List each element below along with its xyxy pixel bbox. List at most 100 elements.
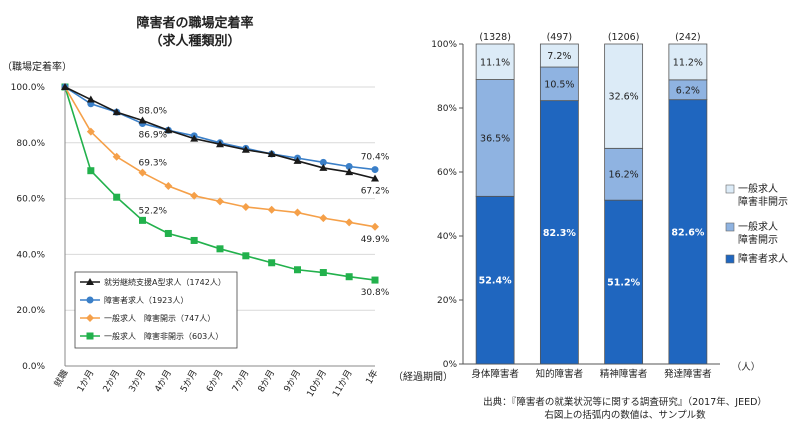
line-chart-y-axis-label: （職場定着率） — [2, 62, 72, 73]
bar-value-label: 52.4% — [479, 276, 512, 287]
data-label: 69.3% — [139, 159, 168, 169]
data-point-diamond — [293, 208, 302, 217]
data-label: 86.9% — [139, 131, 168, 141]
x-tick-label: 4か月 — [153, 368, 174, 394]
x-tick-label: 3か月 — [127, 368, 148, 394]
data-point-square — [86, 332, 94, 340]
y-tick-label: 100% — [431, 40, 457, 50]
y-tick-label: 40% — [437, 232, 457, 242]
legend: 就労継続支援A型求人（1742人） 障害者求人（1923人） 一般求人 障害開示（7… — [74, 271, 238, 349]
y-tick-label: 40.0% — [16, 250, 45, 260]
data-point-square — [216, 245, 224, 253]
data-point-square — [371, 276, 379, 284]
data-point-triangle — [319, 163, 328, 171]
y-tick-label: 0% — [443, 360, 458, 370]
legend-label: 障害非開示 — [738, 195, 788, 208]
y-tick-label: 0.0% — [22, 362, 45, 372]
bar-value-label: 10.5% — [544, 79, 574, 90]
legend-box — [74, 271, 238, 349]
data-point-triangle — [267, 149, 276, 157]
x-tick-label: 11か月 — [331, 368, 355, 399]
x-tick-label: 精神障害者 — [600, 368, 648, 380]
x-tick-label: 7か月 — [230, 368, 251, 394]
y-tick-label: 60% — [437, 168, 457, 178]
data-point-triangle — [164, 126, 173, 134]
data-point-triangle — [293, 156, 302, 164]
x-tick-label: 10か月 — [305, 368, 329, 399]
bar-value-label: 16.2% — [609, 170, 639, 181]
series-group — [61, 83, 379, 284]
legend-label: 障害者求人（1923人） — [104, 295, 188, 305]
data-point-triangle — [138, 116, 147, 124]
data-point-diamond — [345, 218, 354, 227]
bar-value-label: 11.2% — [673, 57, 703, 68]
x-tick-label: 身体障害者 — [471, 368, 519, 380]
data-point-square — [242, 252, 250, 260]
series-group — [61, 83, 379, 182]
x-tick-label: 5か月 — [178, 368, 199, 394]
y-tick-label: 20% — [437, 296, 457, 306]
data-point-triangle — [345, 168, 354, 176]
y-tick-label: 80% — [437, 104, 457, 114]
series-line — [64, 86, 376, 171]
legend-swatch — [725, 254, 735, 264]
data-point-square — [190, 236, 198, 244]
unit-label: （人） — [732, 361, 761, 373]
x-tick-label: 就職 — [51, 368, 70, 390]
x-tick-label: 2か月 — [101, 368, 122, 394]
legend-label: 一般求人 障害非開示（603人） — [104, 331, 223, 341]
data-point-triangle — [241, 145, 250, 153]
bar-value-label: 32.6% — [609, 92, 639, 103]
data-label: 49.9% — [361, 235, 390, 245]
x-tick-label: 発達障害者 — [664, 368, 712, 380]
bar-segment — [475, 43, 515, 80]
data-point-square — [164, 229, 172, 237]
x-tick-label: 知的障害者 — [536, 368, 584, 380]
x-tick-label: 8か月 — [256, 368, 277, 394]
bar-value-label: 82.3% — [543, 228, 576, 239]
y-tick-label: 60.0% — [16, 195, 45, 205]
data-label: 88.0% — [139, 106, 168, 116]
data-label: 30.8% — [361, 288, 390, 298]
sample-size-label: (497) — [547, 32, 573, 43]
data-point-circle — [86, 296, 94, 304]
data-point-circle — [371, 166, 379, 174]
bar-value-label: 82.6% — [671, 227, 704, 238]
data-point-diamond — [216, 197, 224, 206]
series-line — [64, 86, 376, 180]
data-point-diamond — [319, 214, 328, 223]
data-point-circle — [319, 158, 327, 166]
bar-segment — [668, 99, 708, 365]
bar-value-label: 6.2% — [676, 85, 700, 96]
bar-value-label: 7.2% — [547, 51, 571, 62]
series-group — [61, 83, 379, 174]
x-tick-label: 9か月 — [282, 368, 303, 394]
data-point-triangle — [86, 95, 95, 103]
legend-label: 一般求人 — [738, 220, 778, 233]
x-axis-label: （経過期間） — [393, 370, 453, 383]
bar-segment — [539, 66, 579, 102]
legend-label: 一般求人 障害開示（747人） — [104, 313, 215, 323]
data-point-triangle — [61, 83, 69, 90]
data-point-diamond — [241, 202, 250, 211]
y-tick-label: 80.0% — [16, 139, 45, 149]
series-group — [61, 83, 379, 231]
y-tick-label: 100.0% — [11, 83, 46, 93]
line-chart-title: 障害者の職場定着率 — [136, 16, 254, 31]
line-chart: 0.0% 20.0% 40.0% 60.0% 80.0% 100.0% 就職 1か月 2か月 3か… — [11, 83, 453, 399]
data-point-square — [87, 167, 95, 175]
legend-label: 障害開示 — [738, 233, 778, 246]
legend-swatch — [725, 184, 735, 194]
x-tick-label: 1か月 — [75, 368, 96, 394]
bar-segment — [475, 79, 515, 197]
bar-value-label: 11.1% — [480, 57, 510, 68]
data-point-diamond — [138, 168, 147, 177]
data-point-diamond — [86, 314, 94, 322]
data-label: 67.2% — [361, 187, 390, 197]
data-point-circle — [345, 163, 353, 171]
legend-swatch — [725, 222, 735, 232]
sample-size-label: (1206) — [608, 32, 640, 43]
data-point-square — [319, 269, 327, 277]
bar-segment — [539, 100, 579, 365]
data-point-triangle — [86, 278, 94, 285]
